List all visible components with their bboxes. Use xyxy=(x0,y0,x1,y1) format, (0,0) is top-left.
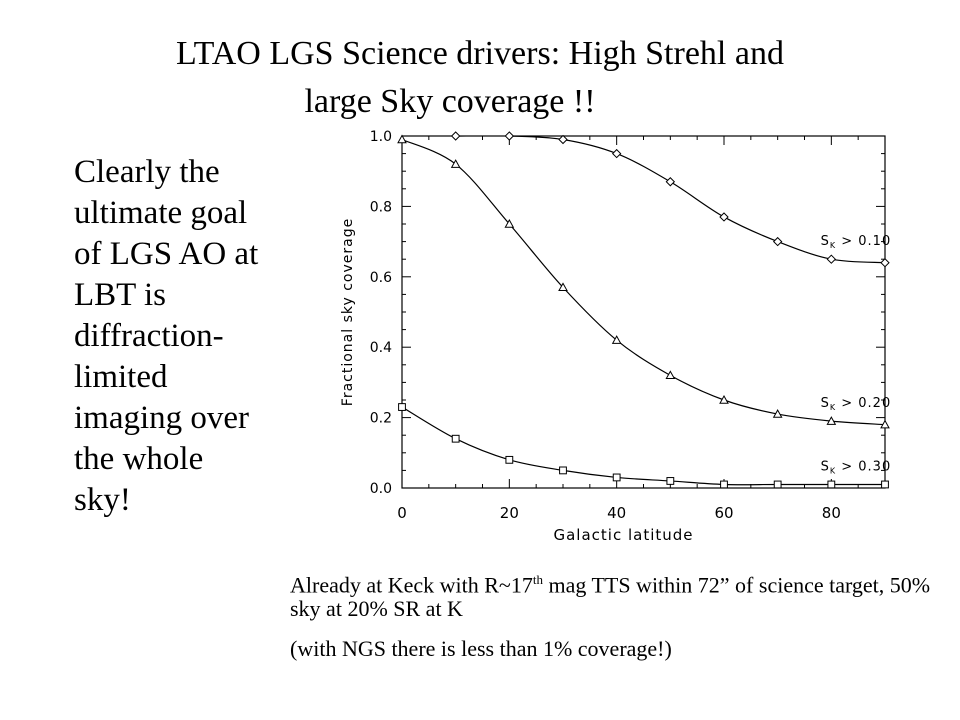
square-marker xyxy=(773,480,782,489)
y-axis-label: Fractional sky coverage xyxy=(340,218,356,406)
body-line: the whole xyxy=(74,441,204,477)
diamond-marker xyxy=(719,212,729,222)
diamond-marker xyxy=(772,236,783,247)
x-tick-label: 60 xyxy=(714,504,733,522)
series-line xyxy=(402,406,885,486)
plot-frame xyxy=(401,135,886,489)
diamond-marker xyxy=(826,254,837,264)
caption: Already at Keck with R~17th mag TTS with… xyxy=(290,568,950,661)
square-marker xyxy=(720,480,728,489)
y-tick-label: 0.0 xyxy=(370,481,392,497)
diamond-marker xyxy=(450,131,461,141)
triangle-marker xyxy=(397,134,407,144)
triangle-marker xyxy=(719,394,729,404)
y-tick-label: 0.8 xyxy=(370,199,392,215)
series-label: SK > 0.20 xyxy=(821,396,892,412)
diamond-marker xyxy=(504,131,515,141)
square-marker xyxy=(881,480,889,489)
caption-text-end: mag TTS within 72” of science target, 50… xyxy=(290,572,931,622)
x-tick-label: 40 xyxy=(607,504,626,522)
y-tick-label: 0.2 xyxy=(370,411,392,427)
series-label: SK > 0.10 xyxy=(821,234,892,250)
body-line: limited xyxy=(74,359,168,395)
body-line: diffraction- xyxy=(74,318,224,354)
diamond-marker xyxy=(665,177,676,187)
caption-note: (with NGS there is less than 1% coverage… xyxy=(290,636,672,662)
square-marker xyxy=(666,477,675,485)
square-marker xyxy=(827,480,836,489)
slide-title-line-2: large Sky coverage !! xyxy=(304,83,596,120)
y-tick-label: 0.4 xyxy=(370,340,392,356)
triangle-marker xyxy=(504,218,515,228)
triangle-marker xyxy=(772,409,783,418)
x-tick-label: 20 xyxy=(500,504,519,522)
x-tick-label: 0 xyxy=(397,504,407,522)
caption-text-start: Already at Keck with R~17 xyxy=(290,572,533,598)
series-label-threshold: > 0.30 xyxy=(836,459,891,474)
triangle-marker xyxy=(558,282,568,292)
triangle-marker xyxy=(826,416,837,425)
series-label-symbol: S xyxy=(821,396,830,411)
diamond-marker xyxy=(880,258,890,268)
square-marker xyxy=(505,455,514,464)
square-marker xyxy=(559,466,567,475)
x-tick-label: 80 xyxy=(822,504,841,522)
series-label-symbol: S xyxy=(821,459,830,474)
sky-coverage-chart: 0 20 40 60 80 0.0 0.2 0.4 0.6 0.8 1.0 Galactic lati… xyxy=(340,129,892,544)
triangle-marker xyxy=(665,370,676,380)
series-label-subscript: K xyxy=(830,466,836,475)
series-label-subscript: K xyxy=(830,403,836,412)
slide-body-text: Clearly the ultimate goal of LGS AO at L… xyxy=(74,152,324,521)
body-line: sky! xyxy=(74,482,131,518)
series-label-symbol: S xyxy=(821,234,830,249)
caption-superscript: th xyxy=(532,572,543,587)
slide-title-line-1: LTAO LGS Science drivers: High Strehl an… xyxy=(176,35,784,72)
triangle-marker xyxy=(611,335,622,344)
y-tick-label: 0.6 xyxy=(370,270,392,286)
x-axis-label: Galactic latitude xyxy=(553,526,693,544)
series-label-threshold: > 0.10 xyxy=(836,234,891,249)
slide-title: LTAO LGS Science drivers: High Strehl an… xyxy=(40,30,920,126)
diamond-marker xyxy=(558,134,568,145)
body-line: of LGS AO at xyxy=(74,236,259,272)
triangle-marker xyxy=(450,159,461,168)
triangle-marker xyxy=(880,419,890,429)
body-line: imaging over xyxy=(74,400,250,436)
series-label-threshold: > 0.20 xyxy=(836,396,891,411)
diamond-marker xyxy=(611,148,622,159)
y-tick-label: 1.0 xyxy=(370,129,392,145)
series-label-subscript: K xyxy=(830,241,836,250)
body-line: ultimate goal xyxy=(74,195,248,231)
square-marker xyxy=(451,434,460,443)
square-marker xyxy=(612,473,621,482)
body-line: Clearly the xyxy=(74,154,220,190)
square-marker xyxy=(398,403,406,411)
series-label: SK > 0.30 xyxy=(821,459,892,475)
series-line xyxy=(402,138,885,426)
body-line: LBT is xyxy=(74,277,166,313)
